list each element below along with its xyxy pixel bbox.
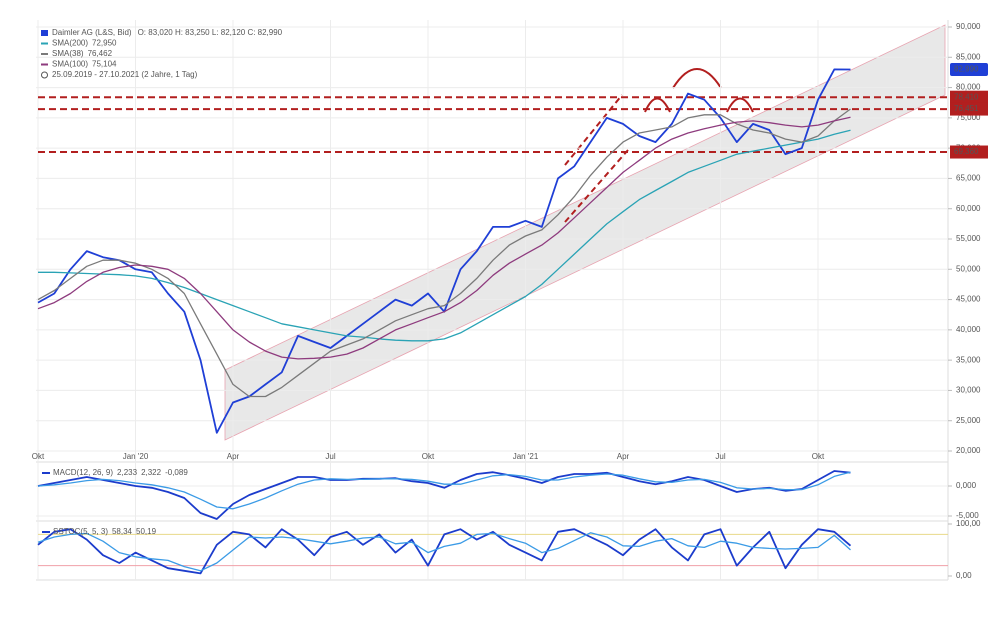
x-tick-label: Jan '20 (123, 452, 149, 461)
last-price-label: 82,990 (954, 65, 979, 74)
legend-value: 76,462 (88, 49, 113, 58)
x-tick-label: Apr (617, 452, 630, 461)
y-tick-label: 55,000 (956, 234, 981, 243)
date-range: 25.09.2019 - 27.10.2021 (2 Jahre, 1 Tag) (52, 70, 198, 79)
y-tick-label: 35,000 (956, 355, 981, 364)
legend-label: SSTOC(5, 5, 3) (53, 527, 108, 536)
y-tick-label: 100,00 (956, 519, 981, 528)
x-tick-label: Okt (32, 452, 45, 461)
legend-label: SMA(38) (52, 49, 84, 58)
y-tick-label: 85,000 (956, 52, 981, 61)
title-icon (41, 30, 48, 36)
y-tick-label: 65,000 (956, 174, 981, 183)
series-line (37, 532, 851, 572)
series-line (37, 470, 851, 520)
legend-value: 2,233 (117, 468, 138, 477)
ohlc: O: 83,020 H: 83,250 L: 82,120 C: 82,990 (138, 28, 283, 37)
y-tick-label: 50,000 (956, 264, 981, 273)
level-label-box (950, 90, 988, 104)
y-tick-label: 0,000 (956, 481, 977, 490)
y-tick-label: 45,000 (956, 295, 981, 304)
series-line (37, 528, 852, 575)
x-tick-label: Jul (715, 452, 725, 461)
level-label-box (950, 145, 988, 159)
y-tick-label: 60,000 (956, 204, 981, 213)
head-arc (672, 68, 722, 89)
y-tick-label: 20,000 (956, 446, 981, 455)
legend-value: 58,34 (112, 527, 133, 536)
x-tick-label: Okt (422, 452, 435, 461)
legend-label: SMA(100) (52, 60, 88, 69)
level-label-box (950, 102, 988, 116)
y-tick-label: 90,000 (956, 22, 981, 31)
last-price-box (950, 62, 988, 76)
legend-value: 72,950 (92, 39, 117, 48)
y-tick-label: 75,000 (956, 113, 981, 122)
y-tick-label: 25,000 (956, 416, 981, 425)
level-label: 69,360 (954, 147, 979, 156)
y-tick-label: -5,000 (956, 511, 979, 520)
series-line (37, 108, 851, 398)
chart-title: Daimler AG (L&S, Bid) (52, 28, 132, 37)
y-tick-label: 40,000 (956, 325, 981, 334)
trend-line (564, 149, 629, 223)
legend-label: SMA(200) (52, 39, 88, 48)
level-label: 76,451 (954, 104, 979, 113)
series-line (37, 116, 851, 360)
x-tick-label: Okt (812, 452, 825, 461)
legend-value: -0,089 (165, 468, 188, 477)
trend-line (564, 94, 623, 166)
clock-icon (41, 71, 48, 79)
shoulder-arc (726, 97, 754, 113)
x-tick-label: Apr (227, 452, 240, 461)
y-tick-label: 0,00 (956, 571, 972, 580)
y-tick-label: 80,000 (956, 83, 981, 92)
series-line (37, 471, 851, 510)
shoulder-arc (644, 97, 671, 113)
legend-value: 50,19 (136, 527, 157, 536)
level-label: 78,410 (954, 92, 979, 101)
legend-label: MACD(12, 26, 9) (53, 468, 113, 477)
y-tick-label: 30,000 (956, 386, 981, 395)
x-tick-label: Jul (325, 452, 335, 461)
legend-value: 75,104 (92, 60, 117, 69)
x-tick-label: Jan '21 (513, 452, 539, 461)
legend-value: 2,322 (141, 468, 162, 477)
